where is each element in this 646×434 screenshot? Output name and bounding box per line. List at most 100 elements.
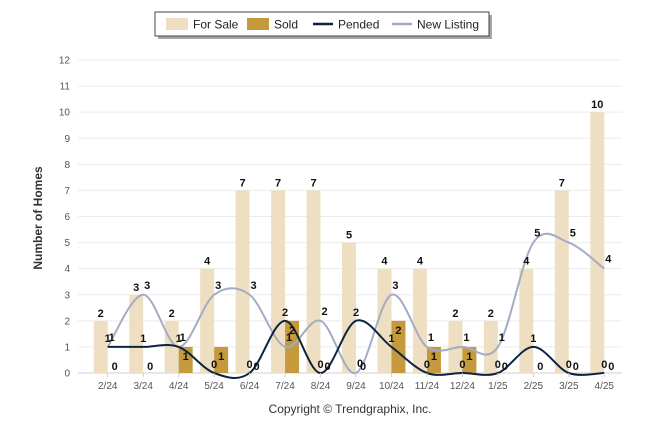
y-tick-label: 9: [64, 134, 70, 145]
label-for-sale: 2: [98, 308, 104, 320]
legend-item-for-sale-swatch: [166, 18, 188, 30]
bar-sold: [426, 346, 441, 373]
label-sold: 0: [324, 361, 330, 373]
label-pended: 0: [424, 359, 430, 371]
label-new-listing: 1: [463, 332, 469, 344]
copyright-credit: Copyright © Trendgraphix, Inc.: [269, 402, 432, 416]
label-sold: 1: [218, 351, 224, 363]
label-pended: 0: [247, 359, 253, 371]
y-tick-label: 10: [59, 108, 71, 119]
x-tick-label: 7/24: [275, 381, 295, 392]
label-new-listing: 5: [534, 228, 540, 240]
x-tick-label: 3/24: [133, 381, 153, 392]
label-sold: 0: [360, 361, 366, 373]
x-axis-ticks: 2/24 3/24 4/24 5/24 6/24 7/24 8/24 9/24 10/24 11/…: [98, 373, 614, 392]
legend: For Sale Sold Pended New Listing: [154, 11, 492, 39]
label-for-sale: 2: [488, 308, 494, 320]
y-tick-label: 8: [64, 160, 70, 171]
y-tick-label: 11: [60, 82, 71, 93]
bar-for-sale: [306, 190, 321, 373]
label-sold: 2: [395, 325, 401, 337]
label-for-sale: 4: [204, 256, 211, 268]
label-new-listing: 1: [499, 332, 505, 344]
label-for-sale: 7: [275, 177, 281, 189]
bar-for-sale: [129, 294, 144, 373]
label-pended: 1: [105, 333, 111, 345]
label-pended: 0: [459, 359, 465, 371]
y-tick-label: 5: [64, 238, 70, 249]
bar-for-sale: [519, 268, 534, 373]
label-new-listing: 3: [392, 280, 398, 292]
label-sold: 0: [573, 361, 579, 373]
label-for-sale: 10: [591, 99, 603, 111]
label-pended: 1: [388, 333, 394, 345]
label-sold: 0: [254, 361, 260, 373]
lines: [106, 232, 605, 379]
x-tick-label: 11/24: [415, 381, 440, 392]
bar-for-sale: [590, 112, 605, 374]
label-sold: 1: [431, 351, 437, 363]
label-new-listing: 1: [180, 332, 186, 344]
legend-item-for-sale-label: For Sale: [193, 18, 239, 32]
y-tick-label: 0: [64, 369, 70, 380]
label-for-sale: 2: [452, 308, 458, 320]
y-tick-label: 4: [64, 264, 70, 275]
label-new-listing: 1: [428, 332, 434, 344]
y-tick-label: 12: [59, 56, 71, 67]
x-tick-label: 10/24: [379, 381, 404, 392]
bar-for-sale: [93, 320, 108, 373]
label-pended: 0: [601, 359, 607, 371]
bar-for-sale: [342, 242, 356, 373]
y-axis-label: Number of Homes: [31, 166, 45, 270]
label-new-listing: 4: [605, 254, 612, 266]
x-tick-label: 1/25: [488, 381, 508, 392]
bar-sold: [462, 346, 477, 373]
label-pended: 0: [317, 359, 323, 371]
label-new-listing: 1: [109, 332, 115, 344]
label-sold: 2: [289, 325, 295, 337]
label-pended: 1: [530, 333, 536, 345]
y-tick-label: 3: [64, 290, 70, 301]
x-tick-label: 5/24: [204, 381, 224, 392]
legend-item-pended-label: Pended: [338, 18, 379, 32]
label-new-listing: 5: [570, 228, 576, 240]
label-sold: 0: [112, 361, 118, 373]
bar-for-sale: [377, 268, 392, 373]
bars: [93, 112, 605, 374]
label-new-listing: 0: [357, 358, 363, 370]
label-for-sale: 5: [346, 230, 352, 242]
y-tick-label: 6: [64, 212, 70, 223]
x-tick-label: 12/24: [450, 381, 475, 392]
label-pended: 1: [176, 333, 182, 345]
label-for-sale: 7: [310, 177, 316, 189]
label-new-listing: 1: [286, 332, 292, 344]
label-pended: 2: [353, 307, 359, 319]
y-tick-label: 1: [64, 342, 70, 353]
data-labels: 2011301321114103700372217002502042134101…: [98, 99, 615, 373]
label-pended: 0: [495, 359, 501, 371]
bar-for-sale: [412, 268, 427, 373]
bar-for-sale: [200, 268, 215, 373]
y-tick-label: 2: [64, 316, 70, 327]
line-new-listing: [106, 232, 605, 375]
x-tick-label: 4/25: [595, 381, 615, 392]
label-for-sale: 4: [523, 256, 530, 268]
x-tick-label: 2/25: [524, 381, 544, 392]
label-new-listing: 3: [144, 280, 150, 292]
label-for-sale: 7: [240, 177, 246, 189]
label-sold: 0: [537, 361, 543, 373]
line-pended: [107, 319, 605, 379]
label-for-sale: 2: [169, 308, 175, 320]
label-for-sale: 3: [133, 282, 139, 294]
bar-for-sale: [271, 190, 286, 373]
legend-item-sold-swatch: [247, 18, 269, 30]
label-sold: 0: [147, 361, 153, 373]
y-tick-label: 7: [64, 186, 70, 197]
legend-item-sold-label: Sold: [274, 18, 298, 32]
x-tick-label: 6/24: [240, 381, 260, 392]
x-tick-label: 4/24: [169, 381, 189, 392]
label-for-sale: 7: [559, 177, 565, 189]
label-for-sale: 4: [417, 256, 424, 268]
